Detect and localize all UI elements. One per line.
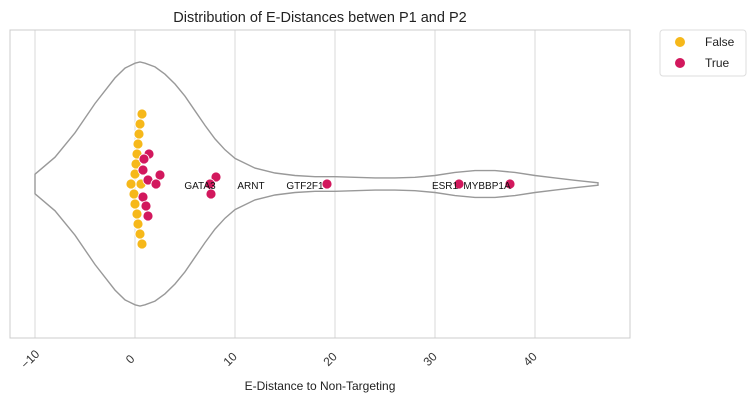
point-true xyxy=(504,178,516,190)
point-false xyxy=(125,178,137,190)
x-axis-label: E-Distance to Non-Targeting xyxy=(245,379,396,393)
point-false xyxy=(132,218,144,230)
x-tick-label: 0 xyxy=(123,352,138,367)
x-tick-label: 20 xyxy=(320,349,340,369)
x-tick-label: 40 xyxy=(520,349,540,369)
point-false xyxy=(134,228,146,240)
point-true xyxy=(453,178,465,190)
point-true xyxy=(154,169,166,181)
chart-title: Distribution of E-Distances betwen P1 an… xyxy=(173,10,466,26)
annotation-label: ESR1 xyxy=(432,181,459,192)
point-false xyxy=(134,118,146,130)
annotation-label: GTF2F1 xyxy=(286,181,324,192)
x-tick-label: −10 xyxy=(18,347,43,372)
point-false xyxy=(136,108,148,120)
point-false xyxy=(129,198,141,210)
legend-marker-true xyxy=(675,58,685,68)
annotation-label: GATA3 xyxy=(184,181,216,192)
point-true xyxy=(137,191,149,203)
legend-label-false: False xyxy=(705,35,735,49)
point-true xyxy=(137,164,149,176)
legend: False True xyxy=(659,29,747,77)
point-true xyxy=(205,188,217,200)
annotation-label: MYBBP1A xyxy=(463,181,511,192)
x-tick-label: 10 xyxy=(220,349,240,369)
x-axis-ticks: −10 0 10 20 30 40 xyxy=(18,347,540,372)
violin-outline xyxy=(34,61,599,307)
point-false xyxy=(136,238,148,250)
point-false xyxy=(128,188,140,200)
grid-lines xyxy=(34,30,536,338)
point-false xyxy=(132,138,144,150)
point-true xyxy=(150,178,162,190)
annotation-label: ARNT xyxy=(237,181,264,192)
legend-marker-false xyxy=(675,37,685,47)
point-true xyxy=(142,210,154,222)
swarm-points xyxy=(125,108,516,250)
point-true xyxy=(140,200,152,212)
legend-label-true: True xyxy=(705,56,730,70)
point-true xyxy=(321,178,333,190)
point-false xyxy=(131,208,143,220)
point-false xyxy=(133,128,145,140)
plot-frame xyxy=(9,29,631,339)
point-true xyxy=(138,153,150,165)
annotations: GATA3 ARNT GTF2F1 ESR1 MYBBP1A xyxy=(184,181,511,192)
point-true xyxy=(210,171,222,183)
x-tick-label: 30 xyxy=(420,349,440,369)
